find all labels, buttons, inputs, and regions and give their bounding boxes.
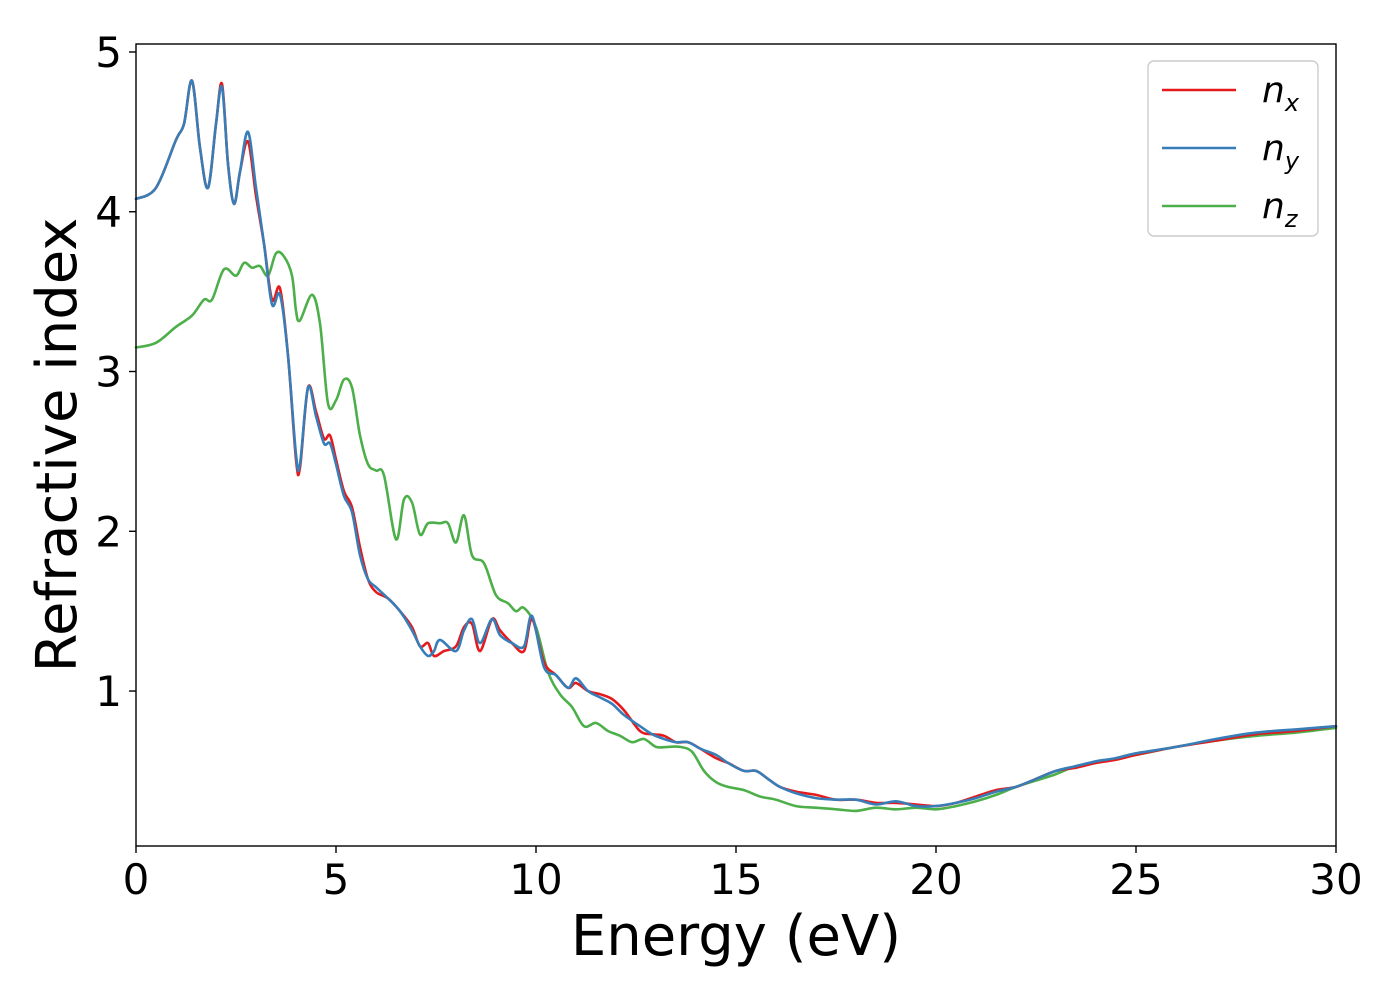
x-tick-label: 0 bbox=[123, 855, 150, 904]
y-axis-ticks: 1 2 3 4 5 bbox=[95, 28, 136, 716]
x-tick-label: 25 bbox=[1109, 855, 1162, 904]
series-line-ny bbox=[134, 79, 1338, 808]
x-tick-label: 30 bbox=[1309, 855, 1362, 904]
y-tick-label: 2 bbox=[95, 507, 122, 556]
legend-label-subscript: z bbox=[1284, 205, 1299, 233]
y-tick-label: 3 bbox=[95, 348, 122, 397]
legend-label-ny: ny bbox=[1262, 128, 1300, 175]
x-tick-label: 10 bbox=[509, 855, 562, 904]
series-layer bbox=[134, 79, 1338, 813]
y-tick-label: 1 bbox=[95, 667, 122, 716]
x-axis-label: Energy (eV) bbox=[571, 904, 901, 969]
y-axis-label: Refractive index bbox=[25, 218, 90, 673]
y-tick-label: 5 bbox=[95, 28, 122, 77]
x-tick-label: 15 bbox=[709, 855, 762, 904]
legend-label-nz: nz bbox=[1262, 186, 1299, 233]
series-line-nz bbox=[134, 250, 1338, 813]
legend-label-main: n bbox=[1262, 128, 1285, 169]
legend-label-main: n bbox=[1262, 186, 1285, 227]
x-tick-label: 20 bbox=[909, 855, 962, 904]
legend-label-subscript: x bbox=[1284, 89, 1300, 117]
legend-label-nx: nx bbox=[1262, 70, 1300, 117]
legend-label-subscript: y bbox=[1284, 147, 1300, 175]
y-tick-label: 4 bbox=[95, 188, 122, 237]
x-axis-ticks: 0 5 10 15 20 25 30 bbox=[123, 846, 1363, 904]
legend-label-main: n bbox=[1262, 70, 1285, 111]
x-tick-label: 5 bbox=[323, 855, 350, 904]
